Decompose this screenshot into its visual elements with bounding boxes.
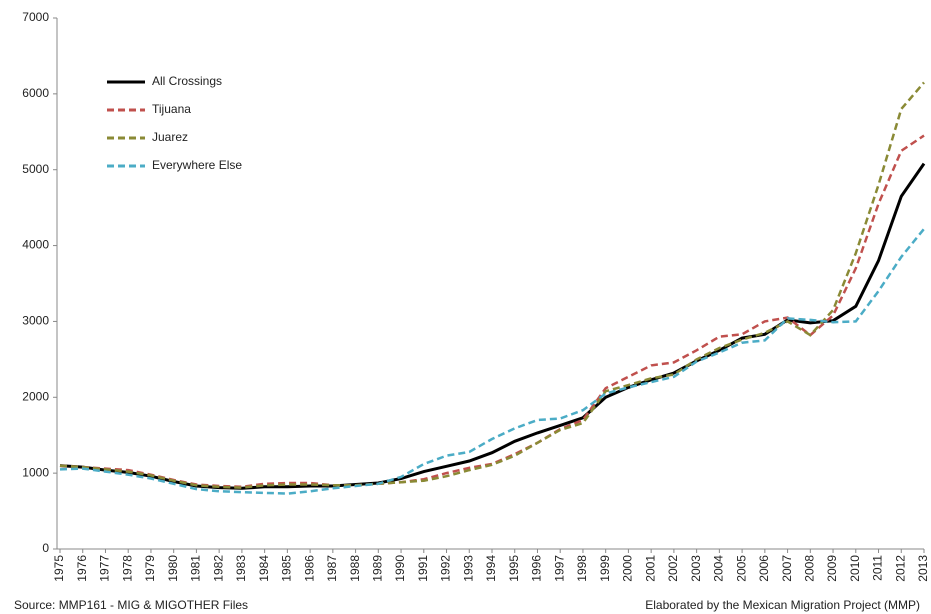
x-tick-label: 2007 bbox=[780, 555, 794, 582]
x-tick-label: 2006 bbox=[757, 555, 771, 582]
series-line bbox=[59, 228, 925, 495]
source-note: Source: MMP161 - MIG & MIGOTHER Files bbox=[14, 598, 248, 612]
y-tick-label: 6000 bbox=[22, 86, 49, 100]
x-tick-label: 1977 bbox=[98, 555, 112, 582]
x-tick-label: 1983 bbox=[234, 555, 248, 582]
x-tick-label: 1998 bbox=[575, 555, 589, 582]
x-tick-label: 1981 bbox=[189, 555, 203, 582]
x-tick-label: 1988 bbox=[348, 555, 362, 582]
x-tick-label: 1994 bbox=[484, 555, 498, 582]
x-tick-label: 1976 bbox=[75, 555, 89, 582]
x-tick-label: 2011 bbox=[871, 555, 885, 581]
x-tick-label: 1995 bbox=[507, 555, 521, 582]
x-tick-label: 1992 bbox=[439, 555, 453, 582]
y-tick-label: 0 bbox=[42, 541, 49, 555]
y-tick-label: 1000 bbox=[22, 465, 49, 479]
x-tick-label: 2010 bbox=[848, 555, 862, 582]
x-tick-label: 1989 bbox=[370, 555, 384, 582]
legend-label: Juarez bbox=[152, 130, 188, 144]
x-tick-label: 1997 bbox=[552, 555, 566, 582]
x-tick-label: 2004 bbox=[712, 555, 726, 582]
x-tick-label: 2001 bbox=[643, 555, 657, 582]
y-tick-label: 3000 bbox=[22, 314, 49, 328]
x-tick-label: 1985 bbox=[280, 555, 294, 582]
x-tick-label: 2005 bbox=[734, 555, 748, 582]
x-tick-label: 1978 bbox=[120, 555, 134, 582]
x-tick-label: 1982 bbox=[211, 555, 225, 582]
x-tick-label: 2013 bbox=[916, 555, 930, 582]
x-tick-label: 1999 bbox=[598, 555, 612, 582]
x-tick-label: 2002 bbox=[666, 555, 680, 582]
x-tick-label: 1979 bbox=[143, 555, 157, 582]
x-tick-label: 1984 bbox=[257, 555, 271, 582]
series-line bbox=[59, 81, 925, 489]
x-tick-label: 2000 bbox=[621, 555, 635, 582]
x-tick-label: 1975 bbox=[52, 555, 66, 582]
legend-label: Tijuana bbox=[152, 102, 191, 116]
x-tick-label: 2008 bbox=[802, 555, 816, 582]
series-line bbox=[59, 134, 925, 489]
credit-note: Elaborated by the Mexican Migration Proj… bbox=[645, 598, 920, 612]
y-tick-label: 2000 bbox=[22, 389, 49, 403]
x-tick-label: 1986 bbox=[302, 555, 316, 582]
legend-label: All Crossings bbox=[152, 74, 222, 88]
x-tick-label: 1991 bbox=[416, 555, 430, 582]
legend-label: Everywhere Else bbox=[152, 158, 242, 172]
x-tick-label: 2009 bbox=[825, 555, 839, 582]
x-tick-label: 1993 bbox=[461, 555, 475, 582]
x-tick-label: 2012 bbox=[893, 555, 907, 582]
x-tick-label: 1990 bbox=[393, 555, 407, 582]
x-tick-label: 1996 bbox=[530, 555, 544, 582]
y-tick-label: 7000 bbox=[22, 10, 49, 24]
y-tick-label: 4000 bbox=[22, 238, 49, 252]
x-tick-label: 1987 bbox=[325, 555, 339, 582]
x-tick-label: 1980 bbox=[166, 555, 180, 582]
x-tick-label: 2003 bbox=[689, 555, 703, 582]
y-tick-label: 5000 bbox=[22, 162, 49, 176]
